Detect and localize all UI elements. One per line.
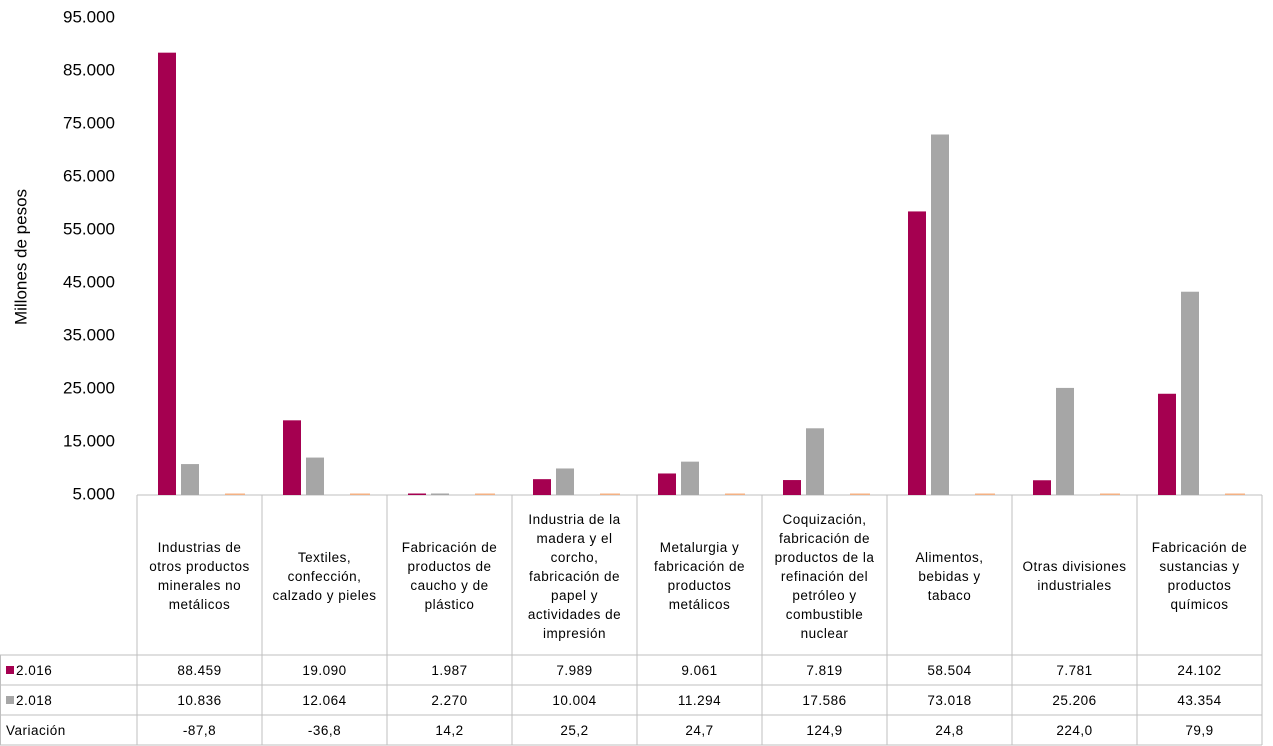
bar [1056,387,1074,495]
bar [1181,291,1199,495]
data-table-cell: 73.018 [927,692,972,708]
category-label: Fabricación de sustancias y productos qu… [1151,540,1248,612]
data-table-cell: 79,9 [1185,722,1214,738]
bar [306,457,324,495]
bar [475,493,495,495]
legend-label: Variación [6,722,66,738]
bar [556,468,574,495]
bar [1225,493,1245,495]
bar [533,479,551,495]
data-table-cell: 224,0 [1056,722,1093,738]
category-label: Fabricación de productos de caucho y de … [401,540,498,612]
legend-swatch [6,696,14,704]
bar [283,420,301,495]
data-table-cell: 88.459 [177,662,222,678]
category-label: Otras divisiones industriales [1022,559,1127,593]
data-table-cell: 24,8 [935,722,964,738]
data-table-cell: 124,9 [806,722,843,738]
data-table-cell: 43.354 [1177,692,1222,708]
legend-entry: 2.016 [0,655,137,685]
y-tick-label: 25.000 [63,378,115,397]
bar [931,134,949,496]
bar [1100,493,1120,495]
y-tick-label: 85.000 [63,60,115,79]
legend-entry: 2.018 [0,685,137,715]
y-tick-label: 45.000 [63,272,115,291]
bar [975,493,995,495]
data-table-cell: 19.090 [302,662,347,678]
data-table-cell: 25.206 [1052,692,1097,708]
legend-label: 2.018 [16,692,53,708]
category-label: Coquización, fabricación de productos de… [774,511,875,641]
data-table-cell: 11.294 [677,692,722,708]
category-label: Industria de la madera y el corcho, fabr… [527,511,622,641]
data-table-cell: 9.061 [681,662,718,678]
bar [806,428,824,495]
y-tick-label: 35.000 [63,325,115,344]
data-table-cell: 1.987 [431,662,468,678]
data-table-cell: 7.819 [806,662,843,678]
y-tick-label: 5.000 [72,484,115,503]
data-table-cell: 24.102 [1177,662,1222,678]
data-table-cell: 7.781 [1056,662,1093,678]
bar [850,493,870,495]
bar [350,493,370,495]
bar [431,493,449,495]
data-table-cell: 25,2 [560,722,589,738]
bar [158,52,176,496]
data-table-cell: 10.004 [552,692,597,708]
category-label: Alimentos, bebidas y tabaco [915,549,984,603]
data-table-cell: 12.064 [302,692,347,708]
data-table-cell: 7.989 [556,662,593,678]
y-tick-label: 95.000 [63,7,115,26]
bar [1033,480,1051,495]
data-table-cell: 2.270 [431,692,468,708]
data-table-cell: 14,2 [435,722,464,738]
data-table-cell: 24,7 [685,722,714,738]
bar [658,473,676,495]
legend-swatch [6,666,14,674]
y-tick-label: 15.000 [63,431,115,450]
bar [681,461,699,495]
bar [725,493,745,495]
data-table-cell: 10.836 [177,692,222,708]
bar [1158,393,1176,495]
data-table-cell: -87,8 [182,722,217,738]
legend-entry: Variación [0,715,137,745]
bar [600,493,620,495]
category-label: Industrias de otros productos minerales … [149,540,250,612]
data-table-cell: 58.504 [927,662,972,678]
bar [783,480,801,495]
bar [908,211,926,495]
category-label: Metalurgia y fabricación de productos me… [653,540,746,612]
y-tick-label: 55.000 [63,219,115,238]
data-table-cell: -36,8 [307,722,342,738]
bar [408,493,426,495]
bar [225,493,245,495]
y-axis-label: Millones de pesos [11,189,30,325]
y-tick-label: 65.000 [63,166,115,185]
category-label: Textiles, confección, calzado y pieles [272,549,377,603]
data-table-cell: 17.586 [802,692,847,708]
bar [181,464,199,495]
y-tick-label: 75.000 [63,113,115,132]
legend-label: 2.016 [16,662,53,678]
